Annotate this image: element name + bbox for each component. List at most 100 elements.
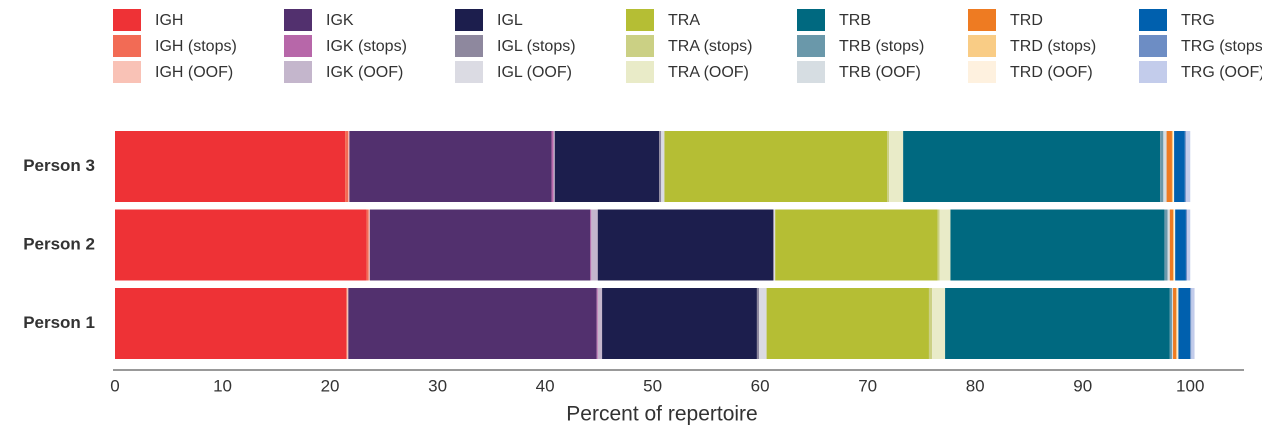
bar-segment <box>368 209 370 281</box>
legend-label: IGK (stops) <box>326 38 407 55</box>
bar-segment <box>1178 288 1191 359</box>
bar-segment <box>928 288 933 359</box>
bar-segment <box>945 288 1170 359</box>
bar-segment <box>597 209 774 281</box>
legend-swatch <box>626 9 654 31</box>
bar-segment <box>774 209 776 281</box>
bar-segment <box>661 131 665 202</box>
legend-label: TRA <box>668 12 700 29</box>
bar-segment <box>1184 131 1186 202</box>
legend-swatch <box>113 61 141 83</box>
bar-segment <box>1175 209 1186 281</box>
x-tick-label: 50 <box>643 376 662 395</box>
bar-segment <box>551 131 554 202</box>
bar-segment <box>1174 131 1185 202</box>
bar-segment <box>1160 131 1164 202</box>
bar-segment <box>775 209 938 281</box>
bar-segment <box>759 288 767 359</box>
legend-swatch <box>797 35 825 57</box>
bar-segment <box>115 131 346 202</box>
legend-label: TRA (stops) <box>668 38 752 55</box>
bar-segment <box>1171 288 1174 359</box>
bar-segment <box>1191 288 1195 359</box>
bar-segment <box>369 209 591 281</box>
x-axis-label: Percent of repertoire <box>566 403 757 426</box>
bar-segment <box>1163 131 1167 202</box>
legend-label: IGH <box>155 12 183 29</box>
bar-segment <box>1166 131 1172 202</box>
bar-segment <box>1167 209 1170 281</box>
bar-segment <box>553 131 555 202</box>
legend-swatch <box>797 61 825 83</box>
bar-segment <box>115 288 347 359</box>
x-tick-label: 70 <box>858 376 877 395</box>
bar-segment <box>602 288 757 359</box>
bar-segment <box>1187 209 1191 281</box>
legend-swatch <box>626 35 654 57</box>
x-tick-label: 100 <box>1176 376 1204 395</box>
bar-segment <box>1185 209 1188 281</box>
bar-segment <box>889 131 904 202</box>
legend-label: TRG (stops) <box>1181 38 1262 55</box>
bar-segment <box>932 288 946 359</box>
bar-segment <box>346 288 348 359</box>
bar-segment <box>1174 209 1176 281</box>
bar-segment <box>1164 209 1168 281</box>
legend-label: TRB (OOF) <box>839 64 921 81</box>
legend-swatch <box>968 9 996 31</box>
bar-segment <box>345 131 349 202</box>
legend-swatch <box>113 35 141 57</box>
legend-swatch <box>968 61 996 83</box>
legend-label: IGH (stops) <box>155 38 237 55</box>
bar-segment <box>756 288 760 359</box>
bar-segment <box>659 131 662 202</box>
bar-segment <box>1169 288 1172 359</box>
bar-segment <box>1173 288 1177 359</box>
y-tick-label: Person 3 <box>23 156 95 175</box>
legend-label: TRA (OOF) <box>668 64 749 81</box>
bar-segment <box>115 209 367 281</box>
legend-label: TRD (OOF) <box>1010 64 1093 81</box>
x-tick-label: 10 <box>213 376 232 395</box>
bar-segment <box>349 131 552 202</box>
legend-label: IGK (OOF) <box>326 64 403 81</box>
legend-swatch <box>455 35 483 57</box>
bar-segment <box>1169 209 1174 281</box>
bar-segment <box>366 209 369 281</box>
x-tick-label: 20 <box>321 376 340 395</box>
bar-segment <box>347 288 349 359</box>
legend-swatch <box>455 61 483 83</box>
bar-segment <box>664 131 888 202</box>
y-tick-label: Person 2 <box>23 234 95 253</box>
bar-segment <box>1185 131 1191 202</box>
x-tick-label: 80 <box>966 376 985 395</box>
bar-segment <box>591 209 598 281</box>
legend-label: IGL (stops) <box>497 38 576 55</box>
bar-segment <box>773 209 775 281</box>
bar-segment <box>348 288 597 359</box>
bar-segment <box>1173 209 1175 281</box>
x-tick-label: 90 <box>1073 376 1092 395</box>
x-tick-label: 0 <box>110 376 119 395</box>
legend-label: IGL <box>497 12 523 29</box>
bar-segment <box>1171 131 1174 202</box>
legend-label: IGK <box>326 12 354 29</box>
bar-segment <box>1176 288 1178 359</box>
legend-label: TRG (OOF) <box>1181 64 1262 81</box>
bar-segment <box>1173 131 1175 202</box>
bar-segment <box>939 209 951 281</box>
bar-segment <box>1177 288 1179 359</box>
legend-label: TRD (stops) <box>1010 38 1096 55</box>
legend-swatch <box>284 9 312 31</box>
legend-swatch <box>797 9 825 31</box>
legend-swatch <box>284 35 312 57</box>
x-tick-label: 40 <box>536 376 555 395</box>
x-tick-label: 30 <box>428 376 447 395</box>
bar-segment <box>887 131 890 202</box>
legend-label: IGH (OOF) <box>155 64 233 81</box>
bar-segment <box>903 131 1161 202</box>
legend-label: TRB <box>839 12 871 29</box>
legend-label: IGL (OOF) <box>497 64 572 81</box>
x-tick-label: 60 <box>751 376 770 395</box>
